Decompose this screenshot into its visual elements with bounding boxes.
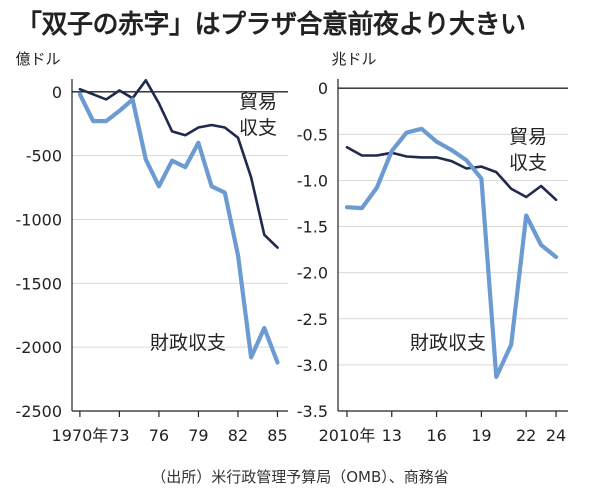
panel2-series-label: 貿易	[509, 126, 547, 148]
panel2-ytick-label: -2.5	[297, 310, 328, 329]
panel1-ytick-label: -2500	[16, 402, 63, 421]
panel2-ytick-label: -2.0	[297, 264, 328, 283]
panel2-series-line-fiscal	[344, 126, 559, 379]
panel2-ytick-label: -0.5	[297, 125, 328, 144]
panel2-ytick-label: -1.5	[297, 218, 328, 237]
source-note: （出所）米行政管理予算局（OMB）、商務省	[151, 468, 449, 486]
panel2-ytick-label: -3.5	[297, 402, 328, 421]
panel2-xtick-label: 24	[546, 426, 566, 445]
panel1-series-label: 財政収支	[150, 332, 226, 354]
panel2-xtick-label: 2010年	[319, 426, 376, 445]
panel1-ytick-label: -1000	[16, 210, 63, 229]
panel1-series-line-trade	[78, 79, 279, 249]
panel2-ytick-label: 0	[318, 79, 328, 98]
panel1-unit-label: 億ドル	[15, 50, 60, 68]
panel2-unit-label: 兆ドル	[331, 50, 376, 68]
panel2-series-label: 収支	[509, 152, 547, 174]
panel1-ytick-label: -500	[26, 147, 62, 166]
panel2-series-line-trade	[345, 145, 558, 202]
panel1-xtick-label: 73	[109, 426, 129, 445]
panel1-xtick-label: 79	[188, 426, 208, 445]
panel1-xtick-label: 76	[149, 426, 169, 445]
panel2-xtick-label: 22	[516, 426, 536, 445]
panel2-xtick-label: 19	[471, 426, 491, 445]
panel1-series-label: 貿易	[239, 91, 277, 113]
panel1-xtick-label: 85	[267, 426, 287, 445]
panel2-ytick-label: -3.0	[297, 356, 328, 375]
panel1-xtick-label: 1970年	[52, 426, 109, 445]
chart-title: 「双子の赤字」はプラザ合意前夜より大きい	[16, 10, 526, 40]
panel2-xtick-label: 16	[426, 426, 446, 445]
panel2-series-label: 財政収支	[410, 332, 486, 354]
panel1-series-label: 収支	[239, 117, 277, 139]
panel2-xtick-label: 13	[382, 426, 402, 445]
panel1-ytick-label: -1500	[16, 274, 63, 293]
panel2-ytick-label: -1.0	[297, 171, 328, 190]
panel1-ytick-label: -2000	[16, 338, 63, 357]
panel1-series-line-fiscal	[77, 92, 280, 365]
panel1-xtick-label: 82	[228, 426, 248, 445]
panel1-ytick-label: 0	[52, 83, 62, 102]
